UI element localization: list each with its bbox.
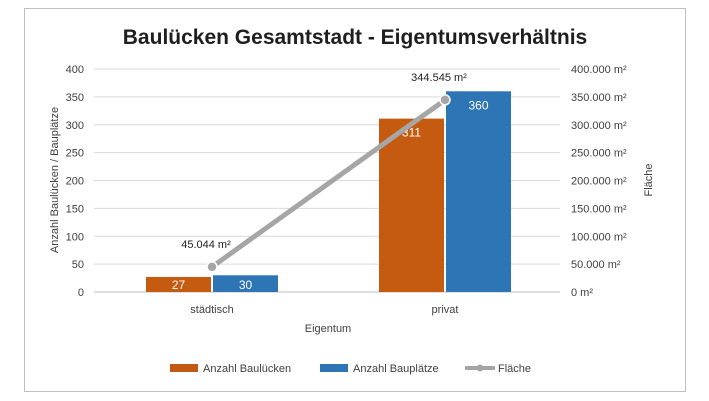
flaeche-point [439, 94, 451, 106]
y-tick-label: 350 [66, 92, 84, 104]
bar-anzahl-baulücken [146, 276, 211, 292]
y2-tick-label: 0 m² [571, 287, 593, 299]
legend-swatch-marker [476, 364, 484, 372]
legend-swatch [170, 364, 198, 372]
legend-swatch [320, 364, 348, 372]
y2-axis-label: Fläche [643, 163, 655, 196]
chart-frame [24, 8, 686, 392]
flaeche-line-path [209, 97, 448, 270]
bar-value-label: 30 [239, 278, 253, 292]
x-tick-label: privat [432, 304, 459, 316]
y2-tick-label: 50.000 m² [571, 259, 621, 271]
x-axis-label: Eigentum [305, 323, 351, 335]
y-tick-label: 250 [66, 148, 84, 160]
y-tick-label: 0 [78, 287, 84, 299]
bar-anzahl-baulücken [379, 118, 444, 293]
y-tick-label: 50 [72, 259, 84, 271]
legend-label: Anzahl Bauplätze [353, 363, 439, 375]
y2-tick-label: 150.000 m² [571, 203, 627, 215]
y-tick-label: 150 [66, 203, 84, 215]
y-tick-label: 200 [66, 176, 84, 188]
y2-tick-label: 100.000 m² [571, 231, 627, 243]
bar-anzahl-bauplätze [213, 275, 278, 292]
y-tick-label: 100 [66, 231, 84, 243]
y2-tick-label: 350.000 m² [571, 92, 627, 104]
y2-axis-ticks: 0 m² 50.000 m² 100.000 m² 150.000 m² 200.000… [571, 64, 627, 299]
y-tick-label: 300 [66, 120, 84, 132]
y-axis-ticks: 0 50 100 150 200 250 300 350 400 [66, 64, 84, 299]
y2-tick-label: 300.000 m² [571, 120, 627, 132]
bar-value-label: 27 [172, 278, 186, 292]
flaeche-line: 45.044 m² 344.545 m² [181, 72, 467, 273]
legend: Anzahl Baulücken Anzahl Bauplätze Fläche [170, 363, 531, 375]
x-axis-ticks: städtisch privat [190, 304, 458, 316]
bar-anzahl-bauplätze [446, 91, 511, 292]
flaeche-point [206, 261, 218, 273]
y2-tick-label: 200.000 m² [571, 176, 627, 188]
bar-value-label: 360 [468, 98, 488, 112]
y-axis-label: Anzahl Baulücken / Bauplätze [49, 107, 61, 253]
flaeche-point-label: 344.545 m² [411, 72, 467, 84]
y2-tick-label: 400.000 m² [571, 64, 627, 76]
y-tick-label: 400 [66, 64, 84, 76]
legend-label: Anzahl Baulücken [203, 363, 291, 375]
y2-tick-label: 250.000 m² [571, 148, 627, 160]
legend-label: Fläche [498, 363, 531, 375]
flaeche-point-label: 45.044 m² [181, 239, 231, 251]
chart-title: Baulücken Gesamtstadt - Eigentumsverhält… [123, 26, 587, 49]
x-tick-label: städtisch [190, 304, 233, 316]
